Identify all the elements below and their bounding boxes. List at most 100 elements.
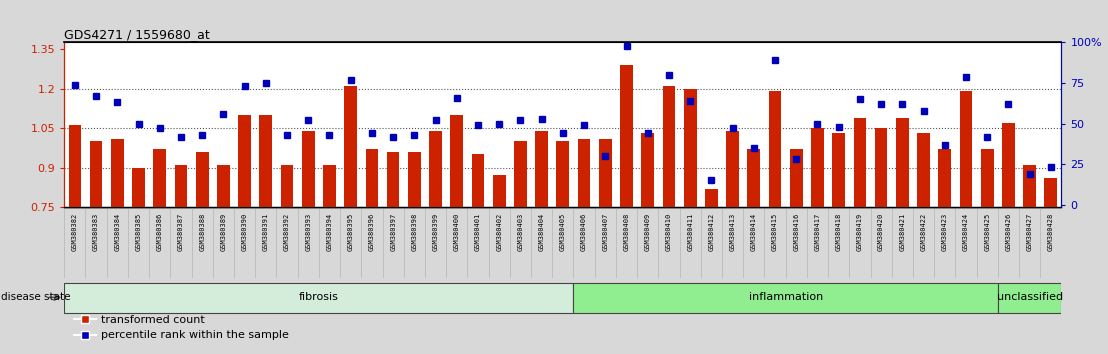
Bar: [280, 165, 294, 207]
Bar: [69, 125, 81, 207]
Bar: [493, 176, 505, 207]
Bar: [769, 91, 781, 207]
Bar: [324, 165, 336, 207]
Bar: [748, 149, 760, 207]
Text: GSM380392: GSM380392: [284, 213, 290, 251]
Text: GSM380391: GSM380391: [263, 213, 269, 251]
Bar: [684, 88, 697, 207]
Text: GSM380425: GSM380425: [984, 213, 991, 251]
Text: GSM380390: GSM380390: [242, 213, 247, 251]
Text: GSM380394: GSM380394: [327, 213, 332, 251]
Text: GSM380386: GSM380386: [156, 213, 163, 251]
Bar: [790, 149, 802, 207]
Text: GSM380406: GSM380406: [581, 213, 587, 251]
Text: GSM380413: GSM380413: [729, 213, 736, 251]
Text: GSM380421: GSM380421: [900, 213, 905, 251]
Text: GSM380402: GSM380402: [496, 213, 502, 251]
Text: GSM380409: GSM380409: [645, 213, 650, 251]
Text: GSM380415: GSM380415: [772, 213, 778, 251]
Bar: [960, 91, 973, 207]
Bar: [811, 128, 824, 207]
Bar: [217, 165, 229, 207]
Bar: [574, 283, 998, 313]
Text: GSM380400: GSM380400: [454, 213, 460, 251]
Text: GSM380428: GSM380428: [1048, 213, 1054, 251]
Text: GSM380405: GSM380405: [560, 213, 566, 251]
Text: GSM380412: GSM380412: [708, 213, 715, 251]
Text: GSM380382: GSM380382: [72, 213, 78, 251]
Text: GSM380418: GSM380418: [835, 213, 842, 251]
Text: GSM380389: GSM380389: [220, 213, 226, 251]
Text: GDS4271 / 1559680_at: GDS4271 / 1559680_at: [64, 28, 211, 41]
Text: GSM380401: GSM380401: [475, 213, 481, 251]
Text: GSM380399: GSM380399: [432, 213, 439, 251]
Text: GSM380414: GSM380414: [751, 213, 757, 251]
Bar: [301, 131, 315, 207]
Bar: [345, 86, 357, 207]
Text: GSM380427: GSM380427: [1027, 213, 1033, 251]
Bar: [153, 149, 166, 207]
Text: GSM380407: GSM380407: [603, 213, 608, 251]
Text: GSM380385: GSM380385: [135, 213, 142, 251]
Bar: [853, 118, 866, 207]
Bar: [451, 115, 463, 207]
Text: unclassified: unclassified: [996, 292, 1063, 302]
Text: GSM380424: GSM380424: [963, 213, 970, 251]
Text: GSM380426: GSM380426: [1005, 213, 1012, 251]
Bar: [514, 141, 526, 207]
Text: GSM380383: GSM380383: [93, 213, 99, 251]
Bar: [1045, 178, 1057, 207]
Legend: transformed count, percentile rank within the sample: transformed count, percentile rank withi…: [70, 310, 294, 345]
Bar: [642, 133, 654, 207]
Text: GSM380411: GSM380411: [687, 213, 694, 251]
Text: GSM380416: GSM380416: [793, 213, 799, 251]
Text: GSM380393: GSM380393: [306, 213, 311, 251]
Bar: [111, 139, 124, 207]
Bar: [535, 131, 548, 207]
Text: disease state: disease state: [1, 292, 71, 302]
Text: GSM380422: GSM380422: [921, 213, 926, 251]
Text: GSM380404: GSM380404: [538, 213, 545, 251]
Bar: [896, 118, 909, 207]
Bar: [998, 283, 1061, 313]
Bar: [1002, 123, 1015, 207]
Text: GSM380423: GSM380423: [942, 213, 947, 251]
Bar: [429, 131, 442, 207]
Bar: [1024, 165, 1036, 207]
Bar: [556, 141, 570, 207]
Bar: [599, 139, 612, 207]
Bar: [917, 133, 930, 207]
Bar: [663, 86, 675, 207]
Bar: [620, 65, 633, 207]
Bar: [408, 152, 421, 207]
Text: GSM380388: GSM380388: [199, 213, 205, 251]
Text: GSM380397: GSM380397: [390, 213, 397, 251]
Text: GSM380410: GSM380410: [666, 213, 671, 251]
Bar: [387, 152, 400, 207]
Bar: [259, 115, 273, 207]
Text: GSM380398: GSM380398: [411, 213, 418, 251]
Text: GSM380417: GSM380417: [814, 213, 820, 251]
Bar: [196, 152, 208, 207]
Bar: [981, 149, 994, 207]
Bar: [938, 149, 951, 207]
Text: GSM380396: GSM380396: [369, 213, 375, 251]
Text: GSM380408: GSM380408: [624, 213, 629, 251]
Bar: [366, 149, 378, 207]
Bar: [132, 167, 145, 207]
Text: GSM380420: GSM380420: [879, 213, 884, 251]
Bar: [832, 133, 845, 207]
Text: GSM380384: GSM380384: [114, 213, 121, 251]
Bar: [64, 283, 574, 313]
Bar: [874, 128, 888, 207]
Bar: [238, 115, 252, 207]
Bar: [705, 189, 718, 207]
Bar: [472, 154, 484, 207]
Text: GSM380419: GSM380419: [856, 213, 863, 251]
Text: fibrosis: fibrosis: [299, 292, 339, 302]
Text: inflammation: inflammation: [749, 292, 823, 302]
Text: GSM380395: GSM380395: [348, 213, 353, 251]
Text: GSM380387: GSM380387: [178, 213, 184, 251]
Bar: [175, 165, 187, 207]
Text: GSM380403: GSM380403: [517, 213, 523, 251]
